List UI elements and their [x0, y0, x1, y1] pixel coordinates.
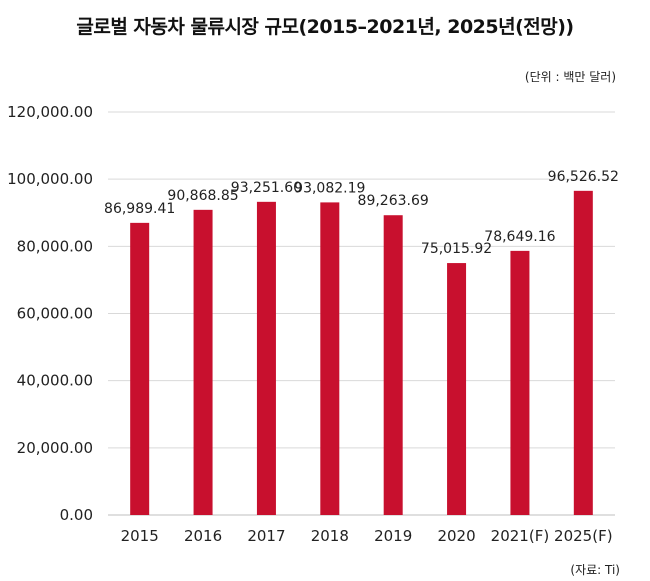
data-label: 90,868.85	[167, 188, 238, 204]
y-tick-label: 100,000.00	[7, 170, 93, 188]
y-tick-label: 20,000.00	[17, 439, 93, 457]
gridlines	[108, 111, 615, 516]
x-axis-ticks: 2015 2016 2017 2018 2019 2020 2021(F) 2025(F)	[121, 527, 613, 545]
source-note: (자료: Ti)	[570, 563, 620, 577]
bar	[573, 190, 593, 515]
x-tick-label: 2015	[121, 527, 159, 545]
x-tick-label: 2016	[184, 527, 222, 545]
bar	[510, 250, 530, 515]
x-tick-label: 2020	[437, 527, 475, 545]
y-tick-label: 80,000.00	[17, 237, 93, 255]
x-tick-label: 2017	[247, 527, 285, 545]
bar	[193, 209, 213, 516]
y-axis-ticks: 0.00 20,000.00 40,000.00 60,000.00 80,000.00…	[7, 103, 93, 524]
data-label: 78,649.16	[484, 229, 555, 245]
data-labels: 86,989.4190,868.8593,251.6093,082.1989,2…	[104, 169, 619, 257]
y-tick-label: 40,000.00	[17, 372, 93, 390]
bar	[320, 202, 340, 515]
bar	[383, 215, 403, 515]
bar	[256, 201, 276, 515]
y-tick-label: 60,000.00	[17, 305, 93, 323]
y-tick-label: 0.00	[60, 506, 93, 524]
x-tick-label: 2021(F)	[491, 527, 550, 545]
data-label: 93,082.19	[294, 180, 365, 196]
x-tick-label: 2025(F)	[554, 527, 613, 545]
data-label: 89,263.69	[358, 193, 429, 209]
data-label: 93,251.60	[231, 180, 302, 196]
bar	[447, 263, 467, 515]
x-tick-label: 2018	[311, 527, 349, 545]
data-label: 86,989.41	[104, 201, 175, 217]
bar	[130, 222, 150, 515]
data-label: 96,526.52	[548, 169, 619, 185]
x-tick-label: 2019	[374, 527, 412, 545]
bars	[130, 190, 593, 516]
unit-note: (단위 : 백만 달러)	[524, 70, 616, 84]
chart-title: 글로벌 자동차 물류시장 규모(2015–2021년, 2025년(전망))	[76, 16, 574, 38]
y-tick-label: 120,000.00	[7, 103, 93, 121]
data-label: 75,015.92	[421, 241, 492, 257]
